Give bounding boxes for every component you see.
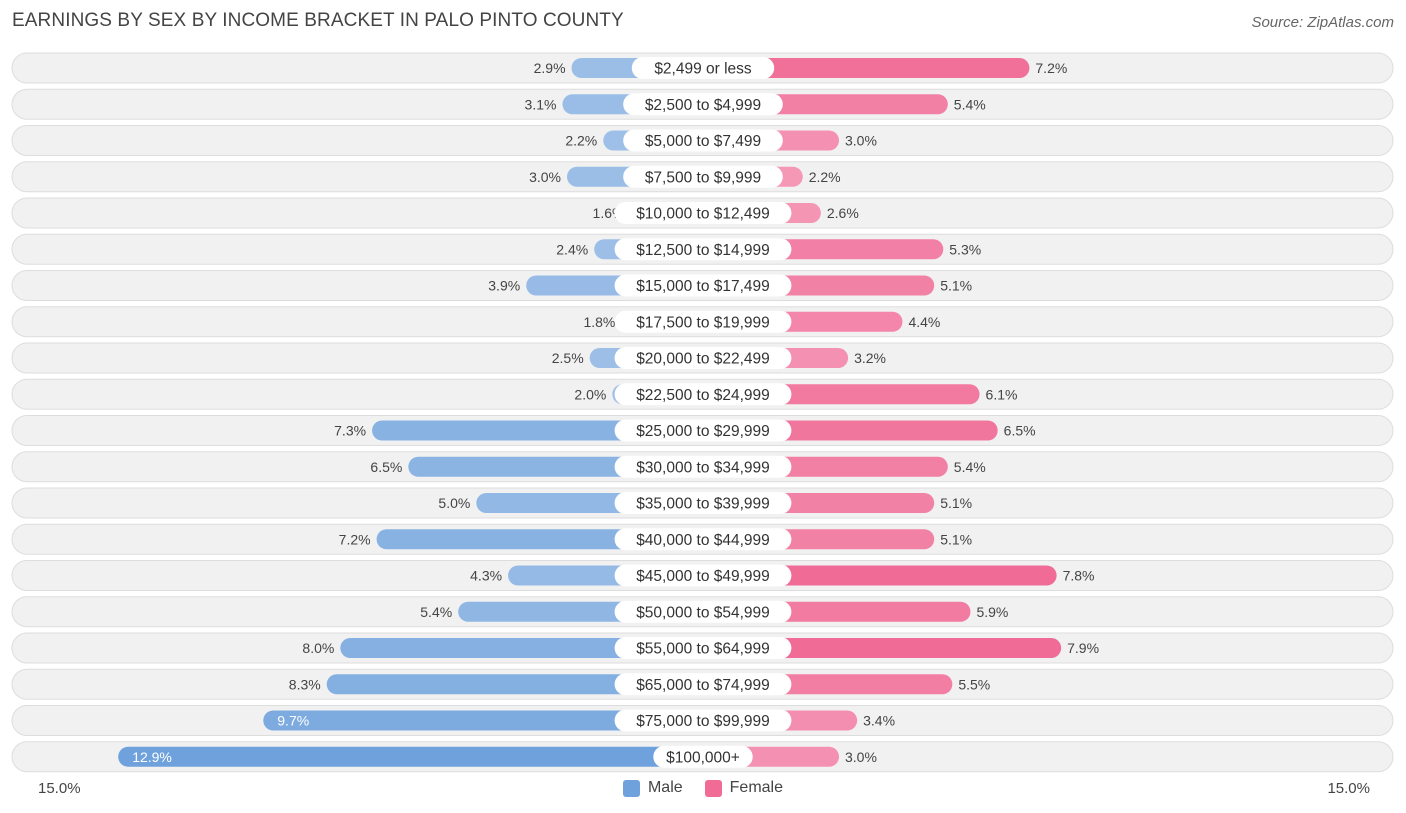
value-label-female: 5.4% [954,96,986,112]
legend: Male Female [0,779,1406,797]
category-label: $10,000 to $12,499 [636,206,770,223]
bar-female [703,565,1057,586]
category-pill [614,455,792,478]
category-label: $15,000 to $17,499 [636,278,770,295]
value-label-female: 7.2% [1035,60,1067,76]
category-label: $20,000 to $22,499 [636,351,770,368]
category-pill [631,57,775,79]
legend-item-female: Female [704,779,784,797]
category-label: $30,000 to $34,999 [636,459,770,476]
category-label: $2,500 to $4,999 [645,97,761,114]
category-label: $65,000 to $74,999 [636,677,770,694]
value-label-male: 4.3% [470,568,502,584]
value-label-male: 2.4% [556,241,588,257]
value-label-male: 7.2% [339,531,371,547]
category-pill [614,310,792,333]
category-pill [623,129,783,152]
value-label-female: 3.0% [845,749,877,765]
legend-swatch-female [704,779,722,797]
value-label-female: 5.1% [940,278,972,294]
source-label: Source: ZipAtlas.com [1251,14,1394,31]
category-label: $75,000 to $99,999 [636,713,770,730]
bar-female [703,58,1030,78]
value-label-female: 2.2% [809,169,841,185]
value-label-female: 5.3% [949,241,981,257]
category-label: $40,000 to $44,999 [636,532,770,549]
category-pill [614,564,792,587]
category-label: $50,000 to $54,999 [636,604,770,621]
bar-male [340,638,703,658]
category-pill [614,709,792,732]
value-label-female: 4.4% [908,314,940,330]
chart-title: EARNINGS BY SEX BY INCOME BRACKET IN PAL… [12,10,624,31]
legend-label-female: Female [729,779,784,796]
value-label-female: 2.6% [827,205,859,221]
category-pill [614,419,792,442]
value-label-female: 5.5% [958,676,990,692]
value-label-male: 9.7% [277,713,309,729]
value-label-male: 5.0% [438,495,470,511]
category-label: $2,499 or less [654,61,752,78]
value-label-male: 3.1% [525,96,557,112]
category-pill [623,93,783,116]
category-label: $5,000 to $7,499 [645,133,761,150]
value-label-male: 8.3% [289,676,321,692]
category-pill [614,274,792,297]
value-label-male: 7.3% [334,423,366,439]
bar-male [118,746,703,767]
value-label-female: 5.4% [954,459,986,475]
legend-swatch-male [622,779,640,797]
value-label-male: 2.2% [565,133,597,149]
value-label-male: 8.0% [302,640,334,656]
value-label-female: 3.0% [845,133,877,149]
value-label-male: 6.5% [370,459,402,475]
category-pill [614,202,792,224]
category-label: $25,000 to $29,999 [636,423,770,440]
value-label-male: 3.9% [488,278,520,294]
legend-label-male: Male [647,779,683,796]
category-label: $12,500 to $14,999 [636,242,770,259]
axis-min-label: 15.0% [38,780,81,797]
value-label-female: 5.1% [940,531,972,547]
value-label-female: 5.1% [940,495,972,511]
category-label: $55,000 to $64,999 [636,641,770,658]
value-label-female: 7.9% [1067,640,1099,656]
value-label-female: 6.5% [1004,423,1036,439]
value-label-male: 12.9% [132,749,172,765]
axis-max-label: 15.0% [1327,780,1370,797]
value-label-male: 2.5% [552,350,584,366]
bar-male [263,710,703,731]
category-pill [614,673,792,696]
category-pill [653,745,753,768]
legend-item-male: Male [622,779,683,797]
value-label-male: 2.9% [534,60,566,76]
category-pill [614,383,792,406]
bar-female [703,638,1062,658]
category-label: $35,000 to $39,999 [636,496,770,513]
value-label-female: 3.2% [854,350,886,366]
value-label-female: 7.8% [1063,568,1095,584]
bar-male [326,674,703,695]
value-label-female: 3.4% [863,713,895,729]
value-label-male: 2.0% [574,386,606,402]
category-label: $45,000 to $49,999 [636,568,770,585]
category-label: $17,500 to $19,999 [636,314,770,331]
value-label-male: 1.8% [583,314,615,330]
value-label-male: 3.0% [529,169,561,185]
category-pill [614,238,792,261]
category-label: $22,500 to $24,999 [636,387,770,404]
value-label-female: 6.1% [986,386,1018,402]
category-label: $100,000+ [666,749,740,766]
category-pill [623,165,783,188]
category-pill [614,637,792,659]
value-label-male: 5.4% [420,604,452,620]
value-label-female: 5.9% [976,604,1008,620]
category-pill [614,528,792,551]
category-pill [614,492,792,514]
category-pill [614,347,792,369]
chart-area: 2.9% 7.2% $2,499 or less 3.1% 5.4% $2,500 to … [11,52,1394,773]
category-pill [614,600,792,623]
category-label: $7,500 to $9,999 [645,169,761,186]
